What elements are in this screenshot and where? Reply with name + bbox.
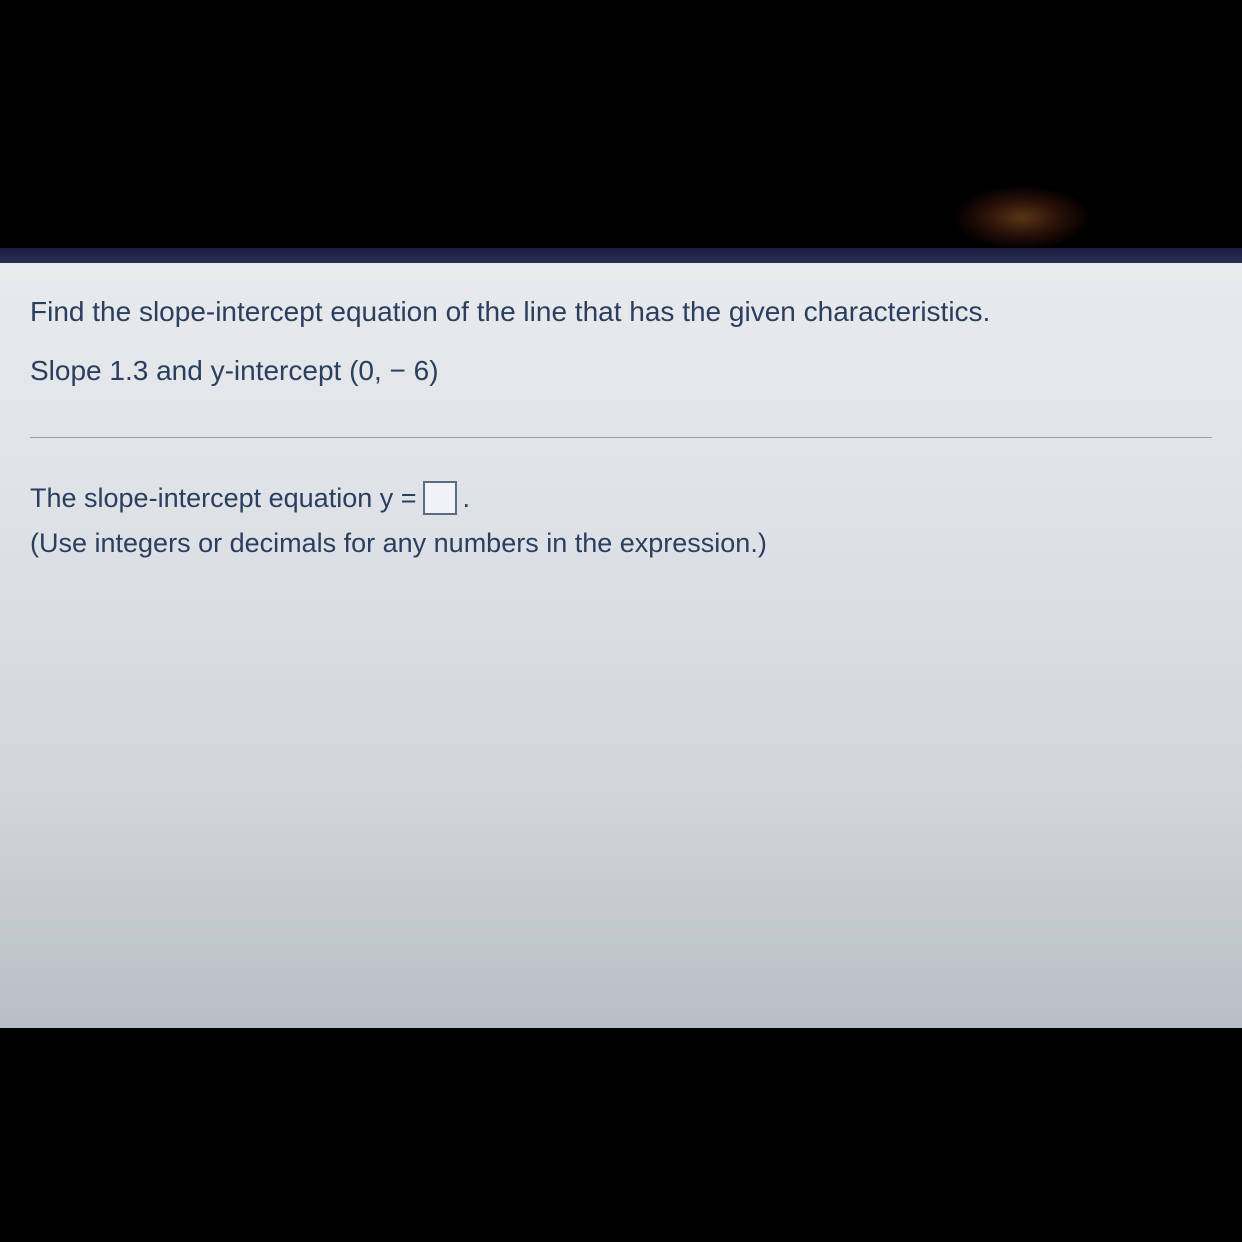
equation-prefix: The slope-intercept equation y = bbox=[30, 478, 417, 519]
question-section: Find the slope-intercept equation of the… bbox=[0, 263, 1242, 411]
equation-suffix: . bbox=[463, 478, 471, 519]
answer-input[interactable] bbox=[423, 481, 457, 515]
question-panel: Find the slope-intercept equation of the… bbox=[0, 263, 1242, 1028]
answer-hint: (Use integers or decimals for any number… bbox=[30, 523, 1212, 564]
window-top-bar bbox=[0, 248, 1242, 263]
question-characteristics: Slope 1.3 and y-intercept (0, − 6) bbox=[30, 355, 1212, 387]
ambient-glow bbox=[952, 185, 1092, 250]
equation-line: The slope-intercept equation y = . bbox=[30, 478, 1212, 519]
answer-section: The slope-intercept equation y = . (Use … bbox=[0, 438, 1242, 583]
question-prompt: Find the slope-intercept equation of the… bbox=[30, 291, 1212, 333]
